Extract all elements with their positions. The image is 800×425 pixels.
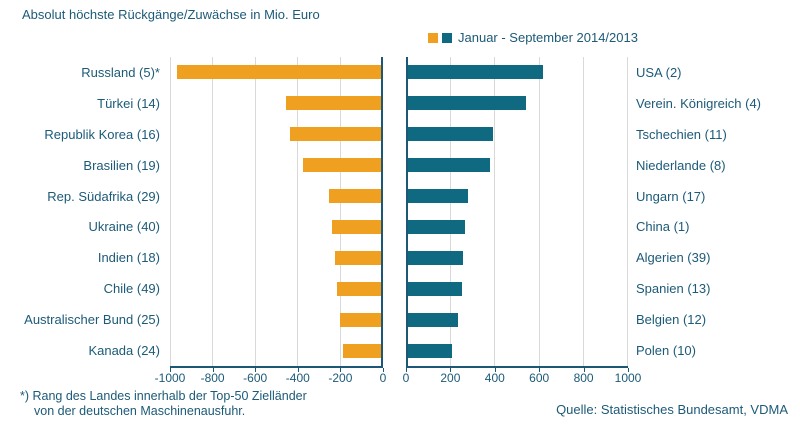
bar-chile-49: [337, 281, 383, 296]
x-axis-tick: [297, 368, 299, 372]
x-axis-tick: [255, 368, 257, 372]
gridline: [627, 57, 628, 366]
legend-swatch-increases-icon: [442, 32, 452, 43]
bar-tschechien-11: [406, 127, 493, 142]
bar-algerien-39: [406, 250, 463, 265]
gridline: [449, 57, 451, 366]
gridline: [339, 57, 341, 366]
x-axis-tick: [383, 368, 384, 372]
category-label: Australischer Bund (25): [24, 312, 160, 328]
category-label: Ungarn (17): [636, 188, 706, 204]
x-tick-label: 400: [484, 371, 505, 385]
bar-china-1: [406, 219, 465, 234]
category-label: Brasilien (19): [83, 157, 160, 173]
legend: Januar - September 2014/2013: [428, 30, 638, 45]
bar-ungarn-17: [406, 189, 469, 204]
x-axis-tick: [340, 368, 342, 372]
bar-verein-k-nigreich-4: [406, 96, 526, 111]
bar-rep-s-dafrika-29: [328, 189, 383, 204]
category-labels-right: USA (2) Verein. Königreich (4) Tschechien …: [636, 57, 796, 366]
source-note: Quelle: Statistisches Bundesamt, VDMA: [556, 402, 788, 417]
x-tick-label: -600: [243, 371, 268, 385]
x-tick-label: -400: [285, 371, 310, 385]
category-label: Kanada (24): [88, 343, 160, 359]
gridline: [583, 57, 585, 366]
category-label: Indien (18): [97, 250, 160, 266]
category-label: China (1): [636, 219, 690, 235]
category-label: Russland (5)*: [81, 64, 160, 80]
bar-russland-5: [177, 65, 383, 80]
footnote-line-2: von der deutschen Maschinenausfuhr.: [34, 404, 246, 418]
gridline: [538, 57, 540, 366]
x-tick-label: -200: [328, 371, 353, 385]
x-axis-tick: [450, 368, 452, 372]
x-tick-label: -800: [200, 371, 225, 385]
category-labels-left: Russland (5)* Türkei (14) Republik Korea (…: [0, 57, 160, 366]
gridline: [494, 57, 496, 366]
bar-t-rkei-14: [286, 96, 383, 111]
plot-r-ckg-nge: [170, 57, 383, 368]
category-label: Tschechien (11): [636, 126, 727, 142]
category-label: Verein. Königreich (4): [636, 95, 762, 111]
x-tick-label: 0: [402, 371, 410, 385]
x-tick-label: 200: [440, 371, 461, 385]
bar-niederlande-8: [406, 158, 491, 173]
x-tick-label: 800: [573, 371, 594, 385]
bar-belgien-12: [406, 312, 459, 327]
x-axis-tick: [539, 368, 541, 372]
category-label: Polen (10): [636, 343, 696, 359]
category-label: Chile (49): [103, 281, 160, 297]
x-axis-tick: [583, 368, 585, 372]
category-label: Türkei (14): [97, 95, 160, 111]
category-label: USA (2): [636, 64, 682, 80]
bar-indien-18: [335, 250, 383, 265]
category-label: Ukraine (40): [88, 219, 160, 235]
bar-usa-2: [406, 65, 543, 80]
gridline: [170, 57, 171, 366]
x-tick-label: 0: [379, 371, 387, 385]
chart-title: Absolut höchste Rückgänge/Zuwächse in Mi…: [22, 7, 320, 22]
bar-polen-10: [406, 343, 452, 358]
x-axis-tick: [212, 368, 214, 372]
footnote-line-1: *) Rang des Landes innerhalb der Top-50 …: [20, 389, 307, 403]
category-label: Republik Korea (16): [44, 126, 160, 142]
bar-australischer-bund-25: [340, 312, 383, 327]
bar-spanien-13: [406, 281, 462, 296]
category-label: Belgien (12): [636, 312, 707, 328]
x-axis-tick: [628, 368, 629, 372]
category-label: Spanien (13): [636, 281, 711, 297]
x-axis-tick: [494, 368, 496, 372]
x-tick-label: 1000: [614, 371, 642, 385]
x-tick-label: 600: [529, 371, 550, 385]
category-label: Rep. Südafrika (29): [47, 188, 160, 204]
category-label: Algerien (39): [636, 250, 711, 266]
legend-label: Januar - September 2014/2013: [458, 30, 638, 45]
gridline: [254, 57, 256, 366]
plot-zuw-chse: [406, 57, 628, 368]
zero-axis-line: [406, 57, 408, 366]
category-label: Niederlande (8): [636, 157, 726, 173]
zero-axis-line: [381, 57, 383, 366]
legend-swatch-declines-icon: [428, 32, 438, 43]
gridline: [212, 57, 214, 366]
bar-ukraine-40: [331, 219, 383, 234]
x-tick-label: -1000: [154, 371, 186, 385]
bar-kanada-24: [342, 343, 383, 358]
bar-brasilien-19: [303, 158, 383, 173]
footnote: *) Rang des Landes innerhalb der Top-50 …: [20, 389, 307, 419]
bar-republik-korea-16: [290, 127, 383, 142]
x-axis-tick: [406, 368, 407, 372]
gridline: [297, 57, 299, 366]
x-axis-tick: [170, 368, 171, 372]
